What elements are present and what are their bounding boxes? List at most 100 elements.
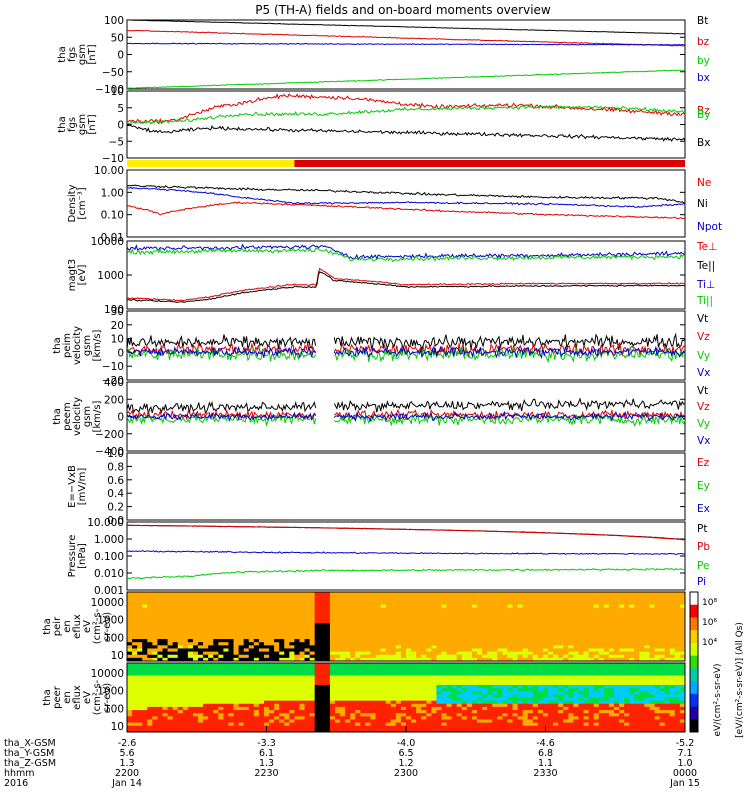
heatmap-cell (406, 676, 411, 680)
heatmap-cell (528, 636, 533, 640)
heatmap-cell (345, 642, 350, 646)
heatmap-cell (482, 627, 487, 631)
heatmap-cell (442, 645, 447, 649)
heatmap-cell (274, 611, 279, 615)
heatmap-cell (482, 617, 487, 621)
heatmap-cell (553, 694, 558, 698)
heatmap-cell (284, 633, 289, 637)
heatmap-cell (447, 719, 452, 723)
heatmap-cell (670, 645, 675, 649)
heatmap-cell (325, 645, 330, 649)
heatmap-cell (436, 630, 441, 634)
heatmap-cell (431, 685, 436, 689)
heatmap-cell (188, 639, 193, 643)
heatmap-cell (543, 685, 548, 689)
heatmap-cell (335, 710, 340, 714)
heatmap-cell (507, 713, 512, 717)
heatmap-cell (223, 655, 228, 659)
heatmap-cell (528, 710, 533, 714)
heatmap-cell (649, 710, 654, 714)
heatmap-cell (193, 672, 198, 676)
heatmap-cell (396, 633, 401, 637)
heatmap-cell (376, 710, 381, 714)
heatmap-cell (163, 694, 168, 698)
heatmap-cell (360, 669, 365, 673)
heatmap-cell (289, 663, 294, 667)
heatmap-cell (649, 655, 654, 659)
heatmap-cell (350, 639, 355, 643)
legend-Ez: Ez (697, 457, 710, 469)
heatmap-cell (436, 676, 441, 680)
heatmap-cell (289, 688, 294, 692)
heatmap-cell (320, 726, 325, 730)
heatmap-cell (604, 601, 609, 605)
heatmap-cell (467, 701, 472, 705)
heatmap-cell (239, 620, 244, 624)
heatmap-cell (183, 663, 188, 667)
heatmap-cell (299, 679, 304, 683)
heatmap-cell (274, 642, 279, 646)
ytick-label: 5 (117, 103, 124, 115)
heatmap-cell (305, 669, 310, 673)
heatmap-cell (315, 688, 320, 692)
heatmap-cell (355, 620, 360, 624)
heatmap-cell (431, 704, 436, 708)
heatmap-cell (538, 623, 543, 627)
heatmap-cell (294, 639, 299, 643)
heatmap-cell (137, 676, 142, 680)
heatmap-cell (665, 608, 670, 612)
heatmap-cell (568, 669, 573, 673)
heatmap-cell (518, 726, 523, 730)
heatmap-cell (639, 676, 644, 680)
heatmap-cell (599, 648, 604, 652)
heatmap-cell (168, 676, 173, 680)
heatmap-cell (396, 595, 401, 599)
heatmap-cell (259, 620, 264, 624)
heatmap-cell (315, 620, 320, 624)
heatmap-cell (173, 710, 178, 714)
heatmap-cell (127, 726, 132, 730)
heatmap-cell (163, 611, 168, 615)
heatmap-cell (264, 623, 269, 627)
heatmap-cell (457, 598, 462, 602)
heatmap-cell (168, 672, 173, 676)
heatmap-cell (137, 710, 142, 714)
heatmap-cell (254, 726, 259, 730)
heatmap-cell (472, 652, 477, 656)
heatmap-cell (168, 642, 173, 646)
heatmap-cell (142, 620, 147, 624)
heatmap-cell (442, 611, 447, 615)
heatmap-cell (599, 614, 604, 618)
heatmap-cell (137, 633, 142, 637)
ytick-label: 10000 (91, 236, 124, 248)
heatmap-cell (330, 713, 335, 717)
heatmap-cell (477, 608, 482, 612)
heatmap-cell (315, 614, 320, 618)
legend-Npot: Npot (697, 221, 722, 233)
heatmap-cell (163, 655, 168, 659)
heatmap-cell (614, 663, 619, 667)
heatmap-cell (381, 713, 386, 717)
heatmap-cell (127, 608, 132, 612)
heatmap-cell (152, 704, 157, 708)
heatmap-cell (396, 611, 401, 615)
heatmap-cell (213, 666, 218, 670)
heatmap-cell (381, 620, 386, 624)
heatmap-cell (411, 701, 416, 705)
heatmap-cell (416, 630, 421, 634)
heatmap-cell (528, 679, 533, 683)
heatmap-cell (644, 623, 649, 627)
heatmap-cell (355, 601, 360, 605)
heatmap-cell (335, 630, 340, 634)
heatmap-cell (472, 663, 477, 667)
heatmap-cell (208, 623, 213, 627)
heatmap-cell (426, 726, 431, 730)
heatmap-cell (244, 691, 249, 695)
heatmap-cell (482, 716, 487, 720)
series-line-Vt (127, 399, 685, 414)
heatmap-cell (269, 701, 274, 705)
heatmap-cell (244, 655, 249, 659)
heatmap-cell (553, 701, 558, 705)
heatmap-cell (649, 713, 654, 717)
heatmap-cell (548, 704, 553, 708)
